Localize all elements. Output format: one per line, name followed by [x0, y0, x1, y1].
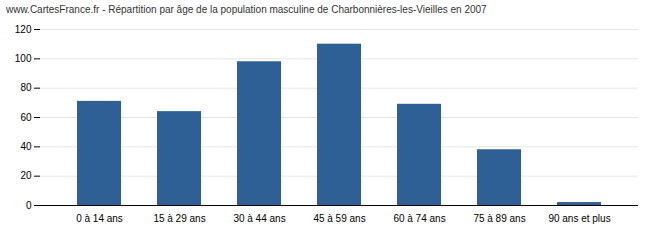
svg-text:90 ans et plus: 90 ans et plus [548, 213, 610, 224]
svg-text:60 à 74 ans: 60 à 74 ans [393, 213, 445, 224]
svg-text:0 à 14 ans: 0 à 14 ans [76, 213, 123, 224]
html-text:www.CartesFrance.fr - Répartit: www.CartesFrance.fr - Répartition par âg… [6, 4, 487, 15]
svg-text:0: 0 [26, 200, 32, 211]
svg-text:120: 120 [15, 24, 32, 35]
svg-text:75 à 89 ans: 75 à 89 ans [473, 213, 525, 224]
svg-text:30 à 44 ans: 30 à 44 ans [233, 213, 285, 224]
svg-text:15 à 29 ans: 15 à 29 ans [153, 213, 205, 224]
svg-text:100: 100 [15, 53, 32, 64]
svg-text:80: 80 [20, 82, 32, 93]
svg-text:20: 20 [20, 170, 32, 181]
svg-text:45 à 59 ans: 45 à 59 ans [313, 213, 365, 224]
svg-text:60: 60 [20, 112, 32, 123]
svg-text:40: 40 [20, 141, 32, 152]
